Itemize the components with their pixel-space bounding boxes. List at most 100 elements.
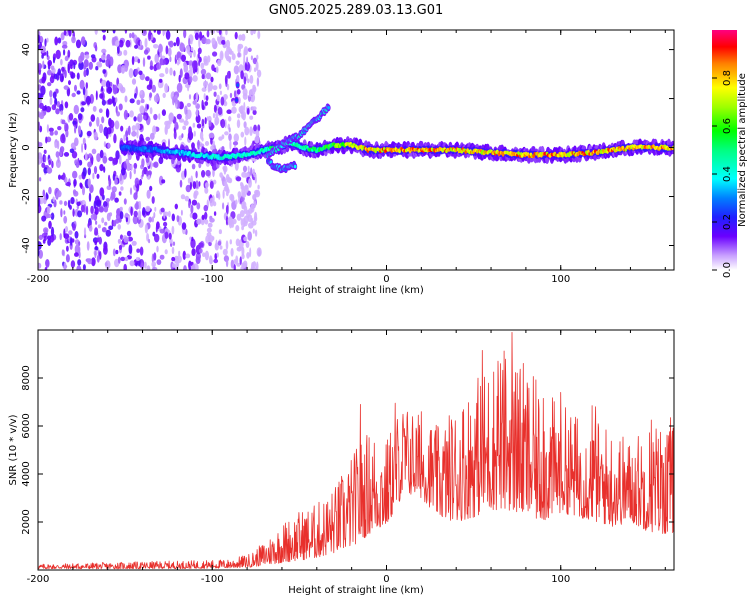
spectrogram-noise-cell — [192, 181, 197, 190]
spectrogram-noise-cell — [96, 199, 99, 207]
spectrogram-noise-cell — [171, 213, 175, 222]
spectrogram-noise-cell — [59, 200, 63, 205]
spectrogram-noise-cell — [47, 82, 52, 87]
spectrogram-noise-cell — [211, 64, 215, 71]
spectrogram-noise-cell — [156, 30, 161, 35]
spectrogram-noise-cell — [86, 241, 90, 251]
spectrogram-noise-cell — [94, 227, 99, 236]
spectrogram-noise-cell — [238, 34, 243, 41]
spectrogram-noise-cell — [192, 212, 198, 220]
spectrogram-noise-cell — [74, 231, 79, 239]
spectrogram-noise-cell — [216, 94, 220, 102]
spectrogram-noise-cell — [156, 259, 162, 265]
spectrogram-noise-cell — [194, 32, 199, 41]
spectrogram-noise-cell — [117, 44, 120, 54]
spectrogram-noise-cell — [174, 121, 179, 130]
snr-xlabel: Height of straight line (km) — [288, 585, 424, 596]
spectrogram-noise-cell — [128, 68, 134, 79]
x-tick-label: 0 — [383, 274, 389, 285]
spectrogram-noise-cell — [123, 160, 127, 170]
spectrogram-noise-cell — [233, 90, 237, 98]
spectrogram-noise-cell — [142, 207, 146, 216]
spectrogram-noise-cell — [241, 171, 247, 178]
spectrogram-noise-cell — [188, 126, 193, 136]
spectrogram-branch-cell — [327, 106, 330, 110]
spectrogram-noise-cell — [205, 169, 211, 177]
spectrogram-noise-cell — [225, 240, 229, 250]
spectrogram-noise-cell — [210, 137, 213, 145]
spectrogram-noise-cell — [178, 74, 181, 83]
spectrogram-noise-cell — [190, 238, 196, 249]
spectrogram-noise-cell — [247, 78, 250, 84]
spectrogram-noise-cell — [68, 230, 73, 236]
spectrogram-noise-cell — [250, 167, 253, 176]
spectrogram-noise-cell — [101, 227, 107, 233]
spectrogram-noise-cell — [215, 111, 219, 118]
spectrogram-noise-cell — [124, 30, 128, 34]
spectrogram-noise-cell — [99, 149, 104, 159]
spectrogram-x-axis: -200 -100 0 100 — [27, 30, 666, 285]
spectrogram-noise-cell — [90, 114, 96, 122]
spectrogram-noise-cell — [48, 127, 54, 133]
spectrogram-noise-cell — [118, 256, 121, 264]
spectrogram-noise-cell — [90, 205, 94, 215]
spectrogram-noise-cell — [240, 131, 245, 138]
snr-panel: -200 -100 0 100 2000 4000 6000 8000 Height of … — [8, 329, 675, 596]
spectrogram-noise-cell — [210, 145, 214, 151]
spectrogram-noise-cell — [57, 37, 62, 44]
spectrogram-noise-cell — [152, 231, 156, 237]
spectrogram-noise-cell — [162, 92, 166, 98]
spectrogram-noise-cell — [250, 88, 256, 96]
spectrogram-noise-cell — [38, 177, 42, 182]
spectrogram-noise-cell — [55, 151, 60, 158]
spectrogram-noise-cell — [179, 68, 183, 78]
spectrogram-noise-cell — [123, 263, 127, 270]
spectrogram-noise-cell — [57, 156, 60, 163]
spectrogram-noise-cell — [72, 223, 76, 231]
spectrogram-noise-cell — [90, 54, 96, 59]
spectrogram-noise-cell — [118, 39, 124, 48]
spectrogram-noise-cell — [209, 197, 214, 207]
spectrogram-noise-cell — [193, 130, 196, 137]
spectrogram-noise-cell — [58, 174, 61, 180]
spectrogram-noise-cell — [228, 177, 233, 184]
spectrogram-noise-cell — [131, 240, 137, 246]
spectrogram-noise-cell — [246, 56, 249, 65]
spectrogram-noise-cell — [255, 189, 261, 198]
spectrogram-noise-cell — [52, 56, 56, 64]
spectrogram-noise-cell — [106, 54, 111, 62]
spectrogram-noise-cell — [43, 227, 49, 234]
spectrogram-noise-cell — [119, 173, 123, 182]
spectrogram-noise-cell — [224, 74, 228, 85]
spectrogram-noise-cell — [101, 85, 104, 92]
spectrogram-noise-cell — [206, 232, 212, 237]
spectrogram-noise-cell — [198, 162, 202, 169]
spectrogram-noise-cell — [198, 242, 204, 248]
spectrogram-noise-cell — [159, 52, 162, 58]
colorbar-tick-label: 0.6 — [722, 118, 733, 134]
spectrogram-noise-cell — [118, 154, 122, 165]
y-tick-label: 40 — [21, 43, 32, 56]
spectrogram-noise-cell — [189, 212, 193, 218]
spectrogram-noise-cell — [192, 60, 198, 70]
spectrogram-noise-cell — [168, 210, 171, 218]
spectrogram-noise-cell — [228, 116, 232, 122]
spectrogram-noise-cell — [191, 248, 196, 256]
spectrogram-noise-cell — [172, 96, 175, 106]
spectrogram-noise-cell — [198, 38, 201, 48]
spectrogram-noise-cell — [204, 101, 209, 106]
spectrogram-noise-cell — [181, 133, 184, 139]
spectrogram-noise-cell — [70, 236, 73, 246]
spectrogram-noise-cell — [125, 39, 131, 48]
spectrogram-noise-cell — [39, 102, 44, 109]
spectrogram-noise-cell — [243, 101, 246, 112]
spectrogram-noise-cell — [201, 74, 205, 80]
spectrogram-noise-cell — [61, 249, 65, 256]
spectrogram-noise-cell — [51, 160, 54, 169]
spectrogram-noise-cell — [112, 173, 116, 181]
spectrogram-noise-cell — [138, 70, 143, 76]
spectrogram-noise-cell — [38, 142, 43, 147]
spectrogram-noise-cell — [67, 49, 71, 58]
spectrogram-noise-cell — [50, 212, 55, 220]
